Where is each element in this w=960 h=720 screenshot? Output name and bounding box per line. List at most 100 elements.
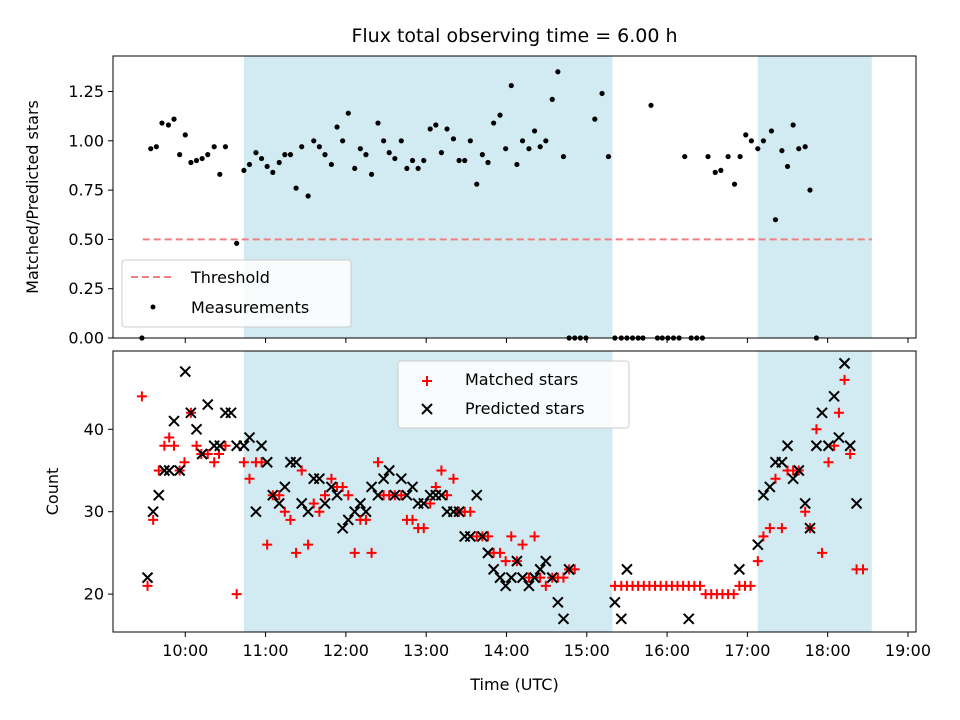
predicted-star-marker <box>348 505 361 518</box>
measurement-point <box>345 110 351 116</box>
measurement-point <box>386 150 392 156</box>
x-tick-label: 11:00 <box>243 641 289 660</box>
matched-star-marker <box>506 531 517 542</box>
predicted-star-marker <box>487 563 500 576</box>
predicted-star-marker <box>190 423 203 435</box>
measurement-point <box>555 69 561 75</box>
predicted-star-marker <box>290 456 302 468</box>
matched-star-marker <box>279 506 290 517</box>
predicted-star-marker <box>816 407 828 419</box>
measurement-point <box>159 120 165 126</box>
measurement-point <box>519 138 526 144</box>
matched-star-marker <box>153 465 164 476</box>
predicted-star-marker <box>453 505 465 518</box>
matched-star-marker <box>202 449 213 460</box>
predicted-star-marker <box>435 489 448 501</box>
matched-star-marker <box>817 547 828 558</box>
measurement-point <box>381 138 387 144</box>
matched-star-marker <box>858 564 869 575</box>
matched-star-marker <box>418 523 429 534</box>
predicted-star-marker <box>499 580 512 592</box>
predicted-star-marker <box>225 407 237 419</box>
matched-star-marker <box>396 490 407 501</box>
count-panel: 20 30 40 10:00 11:00 12:00 13:00 14:00 15:00 16:… <box>43 350 931 694</box>
measurement-point <box>514 161 520 168</box>
predicted-star-marker <box>377 473 390 485</box>
measurement-point <box>503 146 509 152</box>
measurement-point <box>508 82 514 89</box>
measurement-point <box>241 167 247 173</box>
matched-star-marker <box>337 481 348 492</box>
x-tick-label: 19:00 <box>885 641 931 660</box>
top-y-axis-label: Matched/Predicted stars <box>23 100 42 294</box>
measurement-point <box>796 146 802 152</box>
measurement-point <box>246 161 253 168</box>
measurement-point <box>485 159 491 166</box>
matched-star-marker <box>360 514 371 525</box>
measurement-point <box>479 152 485 158</box>
measurement-point <box>404 165 410 172</box>
x-axis-label: Time (UTC) <box>469 675 558 694</box>
matched-star-marker <box>159 440 170 451</box>
predicted-star-marker <box>793 464 805 477</box>
predicted-star-marker <box>153 489 165 501</box>
measurement-point <box>222 144 229 150</box>
legend-predicted-swatch <box>421 403 433 415</box>
y-tick-label: 40 <box>84 420 104 439</box>
matched-star-marker <box>191 440 202 451</box>
matched-star-marker <box>136 391 147 402</box>
matched-star-marker <box>425 498 436 509</box>
measurement-point <box>438 150 445 156</box>
measurement-point <box>264 163 270 170</box>
matched-star-marker <box>169 440 180 451</box>
measurement-point <box>705 153 711 160</box>
measurement-point <box>755 146 761 152</box>
legend-matched-swatch <box>422 376 432 386</box>
predicted-star-marker <box>476 530 489 543</box>
measurement-point <box>282 152 288 158</box>
bottom-x-ticks: 10:00 11:00 12:00 13:00 14:00 15:00 16:00 17:00… <box>162 632 931 660</box>
x-tick-label: 13:00 <box>403 641 449 660</box>
measurement-point <box>421 157 427 164</box>
predicted-star-marker <box>336 522 349 534</box>
predicted-star-marker <box>799 497 811 510</box>
y-tick-label: 0.50 <box>68 230 104 249</box>
measurement-point <box>276 159 282 166</box>
predicted-star-marker <box>141 571 154 584</box>
matched-star-marker <box>535 572 546 583</box>
matched-star-marker <box>558 572 569 583</box>
measurement-point <box>311 138 317 144</box>
measurement-point <box>450 136 457 142</box>
bottom-y-axis-label: Count <box>43 468 62 516</box>
predicted-star-marker <box>319 497 331 510</box>
predicted-star-marker <box>331 489 343 501</box>
measurement-point <box>217 171 223 177</box>
predicted-star-marker <box>833 431 845 444</box>
measurement-point <box>293 185 299 191</box>
measurement-point <box>258 155 265 162</box>
measurement-point <box>467 138 473 144</box>
measurement-point <box>718 167 724 173</box>
matched-star-marker <box>349 547 360 558</box>
matched-star-marker <box>448 473 459 484</box>
predicted-star-marker <box>505 571 517 584</box>
matched-star-marker <box>728 589 739 600</box>
bottom-axes-frame <box>112 350 917 633</box>
matched-star-marker <box>343 490 354 501</box>
predicted-star-marker <box>325 481 338 493</box>
matched-star-marker <box>823 457 834 468</box>
measurement-point <box>456 157 462 164</box>
matched-star-marker <box>319 490 330 501</box>
y-tick-label: 1.25 <box>68 82 104 101</box>
matched-star-marker <box>372 457 383 468</box>
legend-predicted-label: Predicted stars <box>465 399 585 418</box>
predicted-star-marker <box>163 464 175 477</box>
measurement-point <box>199 155 205 162</box>
predicted-star-marker <box>804 522 816 534</box>
measurement-point <box>433 122 439 128</box>
x-tick-label: 16:00 <box>644 641 690 660</box>
predicted-star-marker <box>540 555 552 567</box>
y-tick-label: 0.00 <box>68 329 104 348</box>
measurement-point <box>784 163 791 170</box>
predicted-star-marker <box>418 497 430 510</box>
